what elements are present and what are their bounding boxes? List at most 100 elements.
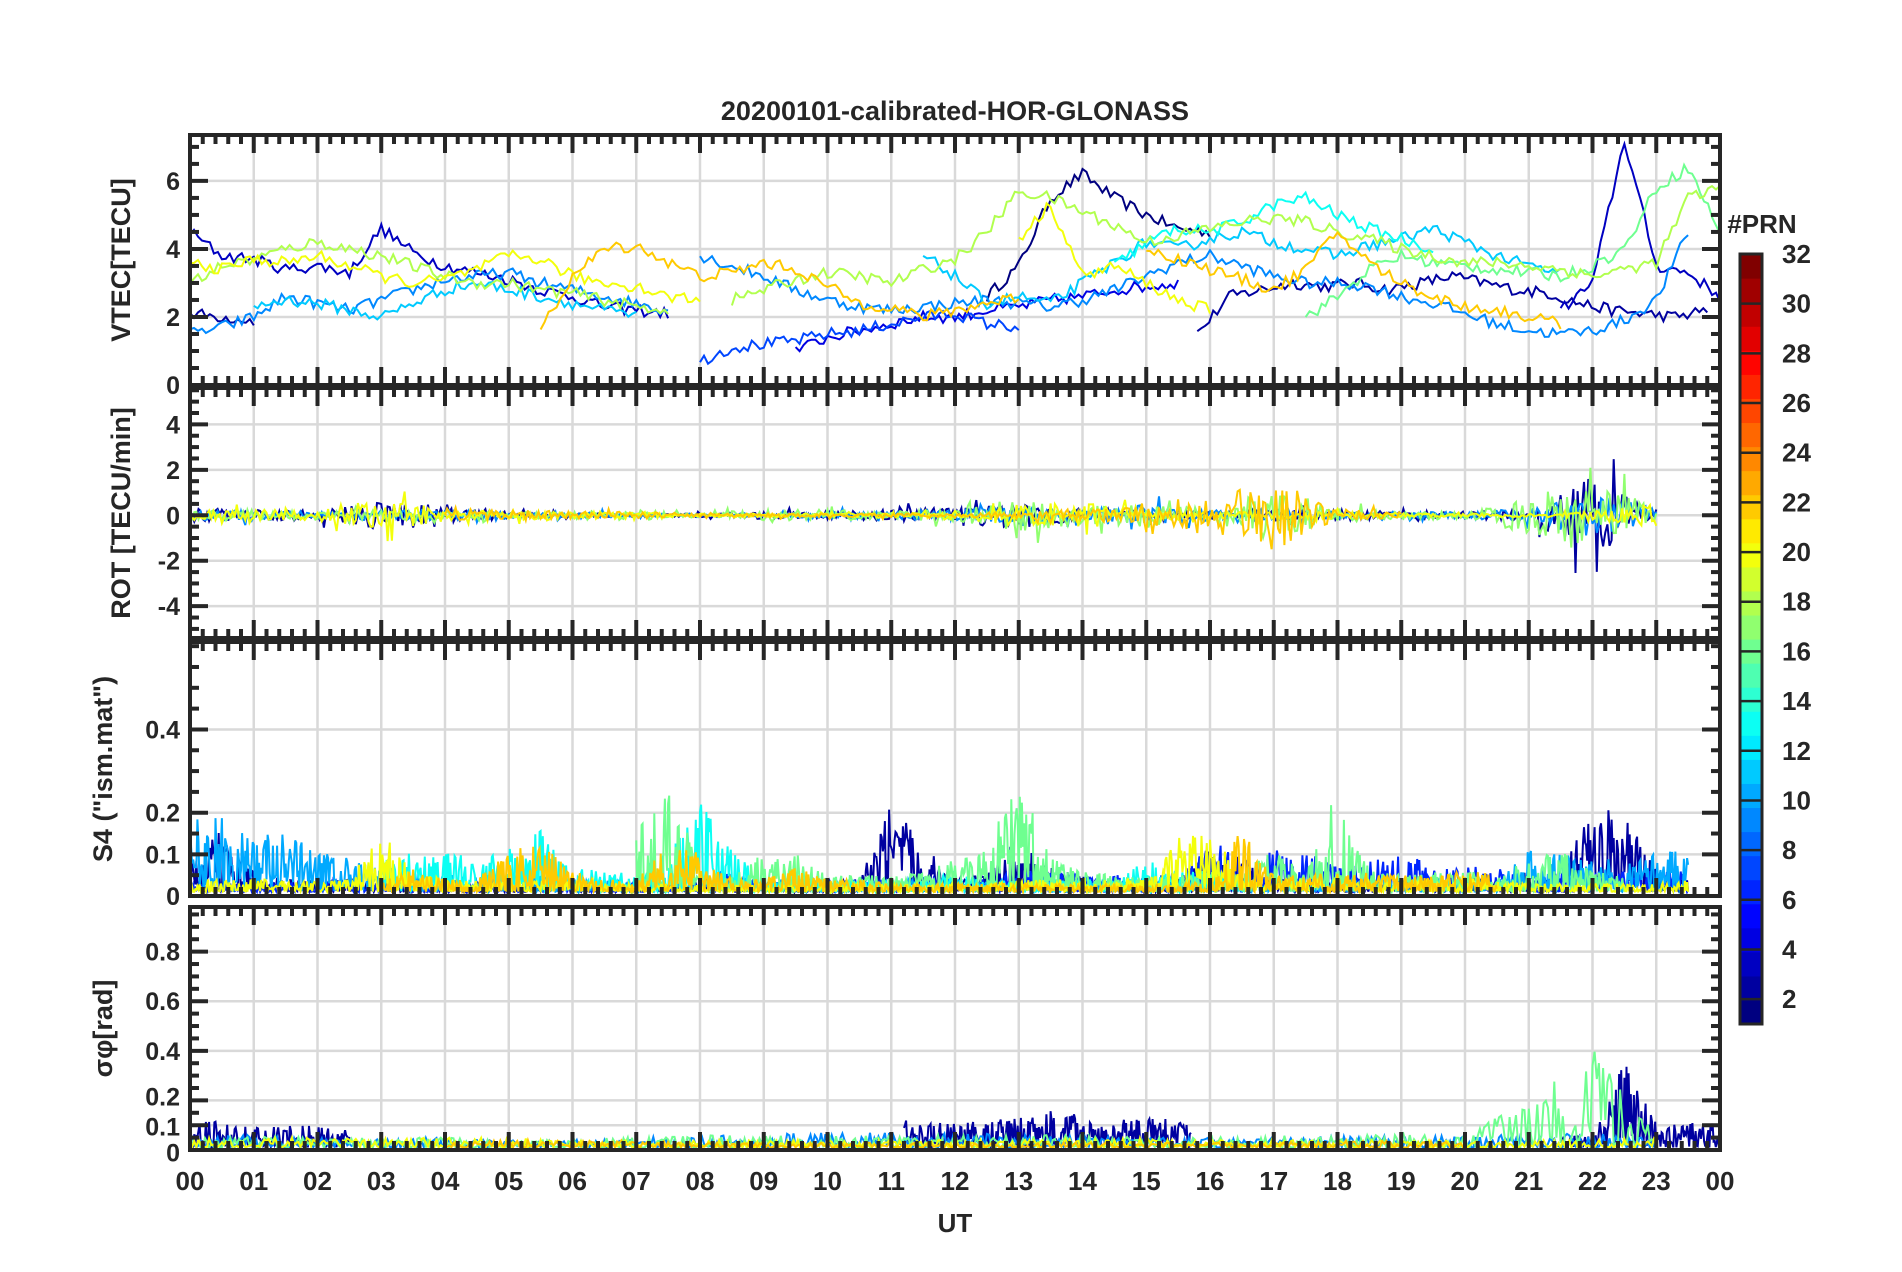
panel-4: 00.10.2 0.4 0.6 0.8 σφ[rad] [88, 905, 1722, 1168]
y-tick-label: 0 [166, 1140, 180, 1168]
series-line-prn-7 [699, 309, 1020, 366]
colorbar-level [1740, 951, 1762, 977]
colorbar-tick-label: 20 [1782, 537, 1811, 567]
colorbar-level [1740, 903, 1762, 929]
colorbar-tick-label: 14 [1782, 686, 1811, 716]
colorbar-level [1740, 614, 1762, 640]
colorbar-level [1740, 590, 1762, 616]
series-line-prn-18 [190, 238, 669, 315]
series-line-prn-22 [444, 488, 1402, 550]
colorbar-tick-label: 32 [1782, 239, 1811, 269]
x-tick-label: 18 [1323, 1166, 1352, 1196]
y-tick-label: 4 [166, 411, 180, 439]
x-axis-label: UT [938, 1208, 973, 1238]
colorbar-level [1740, 470, 1762, 496]
x-tick-label: 16 [1196, 1166, 1225, 1196]
series-line-prn-22 [1146, 230, 1562, 330]
panel-3: 0 0.1 0.2 0.4 S4 ("ism.mat") [88, 640, 1722, 911]
series-line-prn-4 [794, 279, 1180, 353]
series-line-prn-20 [190, 491, 1658, 542]
x-tick-label: 03 [367, 1166, 396, 1196]
x-tick-label: 19 [1387, 1166, 1416, 1196]
x-tick-label: 15 [1132, 1166, 1161, 1196]
colorbar-level [1740, 735, 1762, 760]
x-tick-label: 21 [1514, 1166, 1543, 1196]
y-tick-label: 2 [166, 304, 180, 332]
series-line-prn-9 [190, 267, 669, 335]
colorbar-level [1740, 566, 1762, 592]
x-tick-label: 02 [303, 1166, 332, 1196]
colorbar-level [1740, 999, 1762, 1025]
x-tick-label: 04 [431, 1166, 460, 1196]
x-tick-label: 06 [558, 1166, 587, 1196]
colorbar-tick-label: 28 [1782, 338, 1811, 368]
colorbar-tick-label: 26 [1782, 388, 1811, 418]
chart-title: 20200101-calibrated-HOR-GLONASS [721, 96, 1189, 126]
colorbar-tick-label: 2 [1782, 984, 1796, 1014]
colorbar-level [1740, 927, 1762, 953]
y-tick-label: 0 [166, 883, 180, 911]
colorbar-tick-label: 12 [1782, 736, 1811, 766]
y-tick-label: -2 [158, 548, 180, 576]
series-line-prn-18 [730, 184, 1720, 306]
y-tick-label: 0.2 [145, 1084, 180, 1112]
y-tick-label: 0 [166, 372, 180, 400]
colorbar-level [1740, 446, 1762, 472]
x-tick-label: 22 [1578, 1166, 1607, 1196]
x-tick-label: 07 [622, 1166, 651, 1196]
colorbar-level [1740, 254, 1762, 279]
panel-frame [188, 640, 1722, 898]
x-tick-label: 05 [494, 1166, 523, 1196]
colorbar-level [1740, 759, 1762, 784]
y-tick-label: 0.4 [145, 716, 180, 744]
series-group [190, 459, 1658, 574]
colorbar-level [1740, 711, 1762, 736]
x-tick-label: 01 [239, 1166, 268, 1196]
colorbar-level [1740, 374, 1762, 399]
x-tick-label: 12 [941, 1166, 970, 1196]
panel-frame [188, 905, 1722, 1152]
y-tick-label: 0.8 [145, 939, 180, 967]
x-tick-label: 17 [1259, 1166, 1288, 1196]
colorbar-level [1740, 326, 1762, 351]
x-tick-label: 11 [878, 1166, 906, 1196]
colorbar-tick-label: 30 [1782, 289, 1811, 319]
colorbar-tick-label: 24 [1782, 438, 1811, 468]
y-tick-label: 0.1 [145, 1114, 180, 1142]
x-tick-label: 08 [686, 1166, 715, 1196]
x-tick-label: 09 [749, 1166, 778, 1196]
series-group [190, 1051, 1720, 1150]
colorbar-level [1740, 542, 1762, 568]
series-line-prn-20 [190, 248, 701, 304]
y-axis-label: VTEC[TECU] [106, 178, 136, 342]
series-line-prn-22 [380, 835, 1498, 896]
series-group [190, 140, 1720, 366]
panel-frame [188, 386, 1722, 640]
colorbar-level [1740, 663, 1762, 688]
colorbar-level [1740, 302, 1762, 327]
y-axis-label: ROT [TECU/min] [106, 407, 136, 618]
colorbar-tick-label: 18 [1782, 587, 1811, 617]
colorbar-level [1740, 494, 1762, 520]
colorbar-tick-label: 6 [1782, 885, 1796, 915]
y-axis-label: S4 ("ism.mat") [88, 676, 118, 862]
colorbar-tick-label: 8 [1782, 835, 1796, 865]
series-line-prn-17 [190, 467, 1658, 548]
colorbar-level [1740, 518, 1762, 544]
colorbar-level [1740, 398, 1762, 424]
colorbar-level [1740, 350, 1762, 375]
x-tick-label: 00 [1706, 1166, 1735, 1196]
x-tick-label: 23 [1642, 1166, 1671, 1196]
series-line-prn-3 [1559, 140, 1720, 311]
series-line-prn-22 [539, 241, 1020, 330]
panel-2: -4 -2 0 2 4 ROT [TECU/min] [106, 386, 1722, 640]
colorbar-level [1740, 807, 1762, 833]
colorbar-level [1740, 831, 1762, 857]
x-tick-label: 10 [813, 1166, 842, 1196]
x-tick-label: 14 [1068, 1166, 1097, 1196]
colorbar-level [1740, 278, 1762, 303]
colorbar-tick-label: 16 [1782, 636, 1811, 666]
